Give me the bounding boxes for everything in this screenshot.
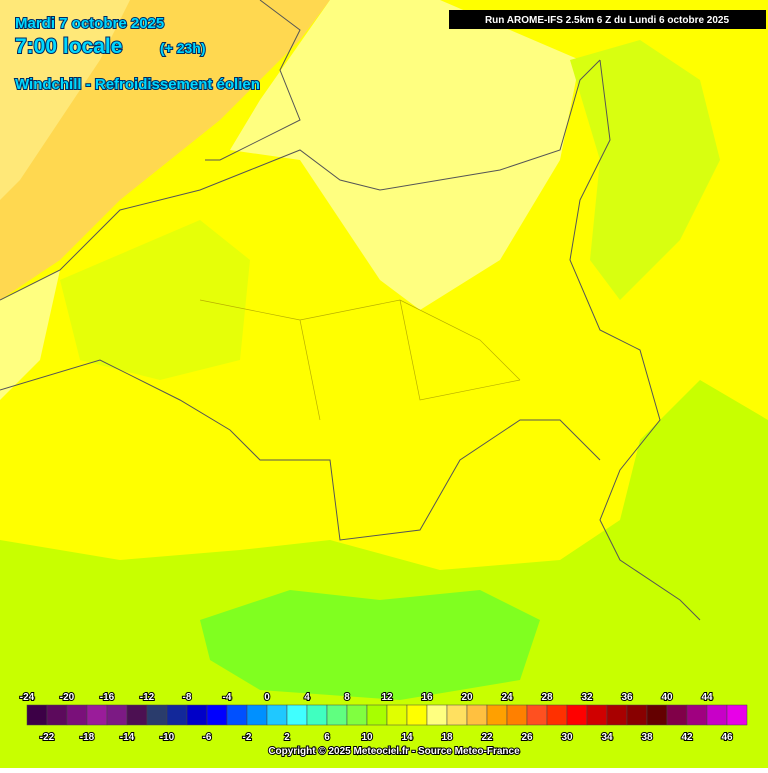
legend-label: 18 bbox=[441, 732, 453, 743]
legend-label: -2 bbox=[243, 732, 252, 743]
legend-swatch bbox=[166, 704, 188, 726]
legend-label: -8 bbox=[183, 692, 192, 703]
legend-swatch bbox=[126, 704, 148, 726]
legend-swatch bbox=[246, 704, 268, 726]
legend-swatch bbox=[306, 704, 328, 726]
legend-label: -14 bbox=[120, 732, 135, 743]
legend-label: 42 bbox=[681, 732, 693, 743]
legend-swatch bbox=[386, 704, 408, 726]
legend-label: 44 bbox=[701, 692, 713, 703]
legend-swatch bbox=[606, 704, 628, 726]
legend-swatch bbox=[186, 704, 208, 726]
legend-label: 24 bbox=[501, 692, 513, 703]
sea-mild bbox=[0, 0, 130, 200]
legend-label: 40 bbox=[661, 692, 673, 703]
legend-label: 12 bbox=[381, 692, 393, 703]
legend-label: -24 bbox=[20, 692, 35, 703]
legend-swatch bbox=[26, 704, 48, 726]
legend-swatch bbox=[206, 704, 228, 726]
legend-swatch bbox=[346, 704, 368, 726]
legend-swatch bbox=[686, 704, 708, 726]
legend-swatch bbox=[106, 704, 128, 726]
legend-label: 36 bbox=[621, 692, 633, 703]
legend-swatch bbox=[266, 704, 288, 726]
legend-label: 34 bbox=[601, 732, 613, 743]
time: 7:00 locale bbox=[15, 35, 122, 58]
light-zone bbox=[230, 0, 580, 310]
legend-swatch bbox=[626, 704, 648, 726]
legend-swatch bbox=[146, 704, 168, 726]
legend-swatch bbox=[726, 704, 748, 726]
legend-label: 0 bbox=[264, 692, 270, 703]
legend-label: 10 bbox=[361, 732, 373, 743]
legend-swatch bbox=[226, 704, 248, 726]
legend-swatch bbox=[546, 704, 568, 726]
legend-label: 30 bbox=[561, 732, 573, 743]
legend-swatch bbox=[66, 704, 88, 726]
legend-label: -6 bbox=[203, 732, 212, 743]
legend-label: 26 bbox=[521, 732, 533, 743]
legend-label: -22 bbox=[40, 732, 55, 743]
parameter: Windchill - Refroidissement éolien bbox=[15, 76, 260, 93]
legend-label: 32 bbox=[581, 692, 593, 703]
border-coast bbox=[205, 0, 301, 161]
legend-label: 6 bbox=[324, 732, 330, 743]
legend-swatch bbox=[666, 704, 688, 726]
border-south bbox=[0, 359, 601, 541]
legend-label: -18 bbox=[80, 732, 95, 743]
legend-label: 4 bbox=[304, 692, 310, 703]
legend-swatch bbox=[466, 704, 488, 726]
legend-label: 22 bbox=[481, 732, 493, 743]
legend-label: 28 bbox=[541, 692, 553, 703]
legend-label: 20 bbox=[461, 692, 473, 703]
green-west bbox=[60, 220, 250, 380]
legend-swatch bbox=[526, 704, 548, 726]
legend-swatch bbox=[426, 704, 448, 726]
lead: (+ 23h) bbox=[160, 40, 206, 56]
legend-swatch bbox=[326, 704, 348, 726]
legend-label: -16 bbox=[100, 692, 115, 703]
copyright: Copyright © 2025 Meteociel.fr - Source M… bbox=[268, 746, 520, 757]
green-east bbox=[570, 40, 720, 300]
date: Mardi 7 octobre 2025 bbox=[15, 15, 164, 32]
legend-label: 8 bbox=[344, 692, 350, 703]
legend-swatch bbox=[46, 704, 68, 726]
light-zone-coast bbox=[0, 270, 60, 400]
legend-swatch bbox=[286, 704, 308, 726]
legend-label: -20 bbox=[60, 692, 75, 703]
legend-swatch bbox=[646, 704, 668, 726]
legend-swatch bbox=[566, 704, 588, 726]
legend-label: 46 bbox=[721, 732, 733, 743]
legend-label: 2 bbox=[284, 732, 290, 743]
green-light bbox=[0, 380, 768, 768]
border-north bbox=[0, 59, 601, 301]
legend-label: 14 bbox=[401, 732, 413, 743]
run-box bbox=[449, 10, 766, 29]
legend-swatch bbox=[406, 704, 428, 726]
legend-label: -4 bbox=[223, 692, 232, 703]
legend-label: -10 bbox=[160, 732, 175, 743]
legend-swatch bbox=[446, 704, 468, 726]
run-info: Run AROME-IFS 2.5km 6 Z du Lundi 6 octob… bbox=[485, 15, 730, 26]
legend-swatch bbox=[86, 704, 108, 726]
border-east bbox=[569, 59, 701, 621]
legend-label: 16 bbox=[421, 692, 433, 703]
legend-swatch bbox=[366, 704, 388, 726]
admin-lines bbox=[199, 299, 521, 421]
green-cold bbox=[200, 590, 540, 700]
legend-swatch bbox=[506, 704, 528, 726]
legend-swatch bbox=[706, 704, 728, 726]
legend-swatch bbox=[586, 704, 608, 726]
legend: -24-22-20-18-16-14-12-10-8-6-4-202468101… bbox=[19, 691, 748, 744]
legend-swatch bbox=[486, 704, 508, 726]
legend-label: 38 bbox=[641, 732, 653, 743]
legend-label: -12 bbox=[140, 692, 155, 703]
